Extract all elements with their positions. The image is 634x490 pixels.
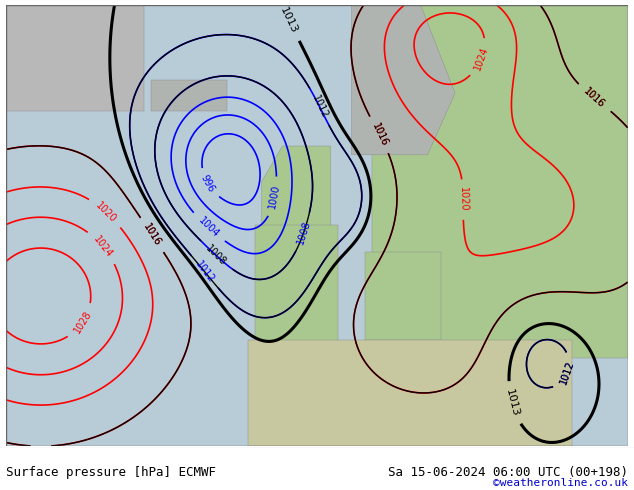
Text: 1028: 1028: [72, 309, 94, 335]
Text: 1012: 1012: [559, 359, 576, 386]
Polygon shape: [262, 146, 331, 225]
Text: 1024: 1024: [91, 234, 115, 260]
Text: 1013: 1013: [278, 6, 299, 36]
Text: 1016: 1016: [141, 222, 163, 248]
Text: 1020: 1020: [94, 200, 119, 224]
Polygon shape: [152, 80, 227, 111]
Polygon shape: [255, 225, 338, 349]
Text: 1008: 1008: [295, 219, 313, 245]
Text: 1004: 1004: [196, 216, 221, 240]
Text: 996: 996: [199, 173, 217, 194]
Text: 1008: 1008: [204, 244, 228, 268]
Text: ©weatheronline.co.uk: ©weatheronline.co.uk: [493, 478, 628, 488]
Text: Sa 15-06-2024 06:00 UTC (00+198): Sa 15-06-2024 06:00 UTC (00+198): [387, 466, 628, 479]
Text: 1016: 1016: [141, 222, 163, 248]
Text: 1012: 1012: [193, 259, 216, 285]
Polygon shape: [365, 252, 441, 340]
Polygon shape: [372, 5, 628, 358]
Text: 1016: 1016: [582, 86, 607, 110]
Text: 1012: 1012: [559, 359, 576, 386]
Text: 1000: 1000: [268, 184, 282, 210]
Text: 1013: 1013: [504, 389, 521, 418]
Text: 1016: 1016: [582, 86, 607, 110]
Text: 1024: 1024: [472, 45, 490, 71]
Polygon shape: [351, 5, 455, 155]
Text: 1016: 1016: [370, 122, 389, 148]
Text: Surface pressure [hPa] ECMWF: Surface pressure [hPa] ECMWF: [6, 466, 216, 479]
Text: 1016: 1016: [370, 122, 389, 148]
Polygon shape: [6, 5, 145, 111]
Text: 1012: 1012: [310, 94, 329, 120]
Text: 1020: 1020: [458, 187, 469, 212]
Polygon shape: [248, 340, 573, 446]
